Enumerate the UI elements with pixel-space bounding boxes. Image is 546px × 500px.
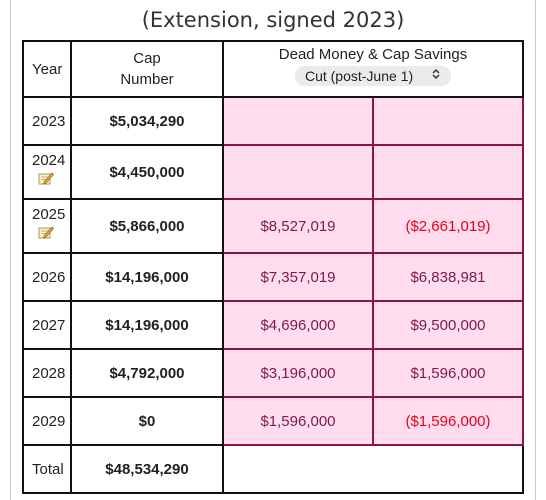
header-dead-money-label: Dead Money & Cap Savings (278, 46, 468, 63)
year-cell: 2028 (22, 348, 72, 398)
left-page-rule (10, 0, 11, 500)
total-label: Total (22, 444, 72, 494)
header-cap-line2: Number (120, 71, 174, 88)
cap-number-cell: $5,866,000 (70, 198, 224, 254)
year-cell: 2026 (22, 252, 72, 302)
scenario-select[interactable]: Cut (post-June 1) (294, 66, 452, 86)
year-label: 2026 (32, 268, 66, 286)
table-row: 2029 $0 $1,596,000 ($1,596,000) (22, 396, 524, 446)
dead-money-cell: $1,596,000 (222, 396, 374, 446)
dead-money-cell: $3,196,000 (222, 348, 374, 398)
cap-number-cell: $14,196,000 (70, 252, 224, 302)
cap-number-cell: $4,450,000 (70, 144, 224, 200)
total-cap: $48,534,290 (70, 444, 224, 494)
cap-number-cell: $14,196,000 (70, 300, 224, 350)
total-row: Total $48,534,290 (22, 444, 524, 494)
table-row: 2024 $4,450,000 (22, 144, 524, 200)
year-cell: 2029 (22, 396, 72, 446)
cap-savings-cell: $9,500,000 (372, 300, 524, 350)
year-cell: 2024 (22, 144, 72, 200)
dead-money-cell: $4,696,000 (222, 300, 374, 350)
cap-savings-cell (372, 144, 524, 200)
scenario-select-value: Cut (post-June 1) (304, 68, 414, 84)
cap-number-cell: $4,792,000 (70, 348, 224, 398)
table-row: 2026 $14,196,000 $7,357,019 $6,838,981 (22, 252, 524, 302)
notepad-pencil-icon[interactable] (38, 225, 54, 239)
dead-money-cell: $7,357,019 (222, 252, 374, 302)
right-page-rule (535, 0, 536, 500)
cap-savings-cell: $6,838,981 (372, 252, 524, 302)
table-row: 2025 $5,866,000 $8,527,019 ($2,661,019) (22, 198, 524, 254)
cap-savings-cell: ($1,596,000) (372, 396, 524, 446)
year-label: 2025 (32, 206, 66, 223)
dead-money-cell: $8,527,019 (222, 198, 374, 254)
cap-number-cell: $0 (70, 396, 224, 446)
page-title: (Extension, signed 2023) (141, 8, 405, 32)
header-year: Year (22, 40, 72, 98)
year-label: 2024 (32, 152, 66, 169)
cap-savings-cell (372, 96, 524, 146)
contract-cap-table: Year Cap Number Dead Money & Cap Savings… (22, 40, 524, 494)
year-label: 2027 (32, 316, 66, 334)
table-row: 2028 $4,792,000 $3,196,000 $1,596,000 (22, 348, 524, 398)
year-label: 2023 (32, 112, 66, 130)
table-header-row: Year Cap Number Dead Money & Cap Savings… (22, 40, 524, 98)
year-label: 2029 (32, 412, 66, 430)
table-row: 2027 $14,196,000 $4,696,000 $9,500,000 (22, 300, 524, 350)
year-cell: 2023 (22, 96, 72, 146)
header-cap-line1: Cap (133, 50, 161, 67)
year-label: 2028 (32, 364, 66, 382)
cap-savings-cell: $1,596,000 (372, 348, 524, 398)
dead-money-cell (222, 96, 374, 146)
cap-savings-cell: ($2,661,019) (372, 198, 524, 254)
notepad-pencil-icon[interactable] (38, 171, 54, 185)
total-blank (222, 444, 524, 494)
up-down-chevron-icon (431, 68, 441, 83)
year-cell: 2025 (22, 198, 72, 254)
dead-money-cell (222, 144, 374, 200)
cap-number-cell: $5,034,290 (70, 96, 224, 146)
header-cap-number: Cap Number (70, 40, 224, 98)
header-dead-money-savings: Dead Money & Cap Savings Cut (post-June … (222, 40, 524, 98)
table-row: 2023 $5,034,290 (22, 96, 524, 146)
year-cell: 2027 (22, 300, 72, 350)
